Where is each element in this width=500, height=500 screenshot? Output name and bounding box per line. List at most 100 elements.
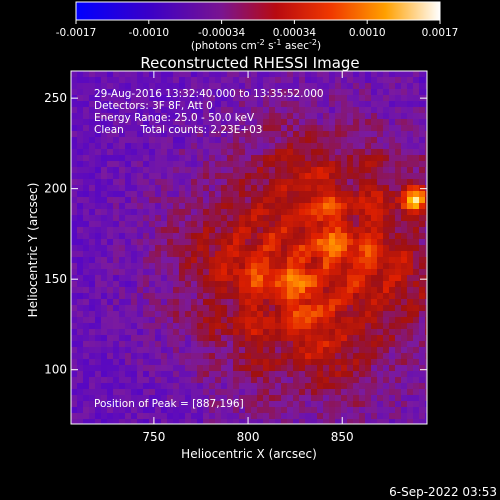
heatmap-cell <box>185 239 192 246</box>
heatmap-cell <box>359 371 366 378</box>
heatmap-cell <box>251 197 258 204</box>
heatmap-cell <box>317 89 324 96</box>
heatmap-cell <box>353 401 360 408</box>
heatmap-cell <box>347 107 354 114</box>
heatmap-cell <box>245 185 252 192</box>
heatmap-cell <box>125 413 132 420</box>
heatmap-cell <box>359 407 366 414</box>
heatmap-cell <box>359 89 366 96</box>
heatmap-cell <box>383 287 390 294</box>
heatmap-cell <box>389 413 396 420</box>
heatmap-cell <box>215 293 222 300</box>
heatmap-cell <box>233 143 240 150</box>
heatmap-cell <box>395 311 402 318</box>
heatmap-cell <box>101 221 108 228</box>
heatmap-cell <box>293 161 300 168</box>
heatmap-cell <box>389 335 396 342</box>
heatmap-cell <box>425 191 427 198</box>
heatmap-cell <box>365 191 372 198</box>
heatmap-cell <box>401 119 408 126</box>
heatmap-cell <box>95 173 102 180</box>
heatmap-cell <box>347 203 354 210</box>
heatmap-cell <box>425 119 427 126</box>
heatmap-cell <box>419 77 426 84</box>
heatmap-cell <box>173 119 180 126</box>
heatmap-cell <box>407 293 414 300</box>
heatmap-cell <box>269 113 276 120</box>
heatmap-cell <box>287 287 294 294</box>
heatmap-cell <box>197 311 204 318</box>
heatmap-cell <box>95 335 102 342</box>
heatmap-cell <box>101 311 108 318</box>
heatmap-cell <box>161 395 168 402</box>
heatmap-cell <box>203 293 210 300</box>
heatmap-cell <box>89 317 96 324</box>
heatmap-cell <box>209 365 216 372</box>
heatmap-cell <box>197 215 204 222</box>
heatmap-cell <box>71 287 78 294</box>
heatmap-cell <box>143 89 150 96</box>
heatmap-cell <box>359 401 366 408</box>
heatmap-cell <box>311 221 318 228</box>
heatmap-cell <box>353 197 360 204</box>
heatmap-cell <box>317 113 324 120</box>
heatmap-cell <box>209 227 216 234</box>
heatmap-cell <box>275 335 282 342</box>
heatmap-cell <box>341 161 348 168</box>
heatmap-cell <box>233 89 240 96</box>
heatmap-cell <box>101 137 108 144</box>
heatmap-cell <box>335 239 342 246</box>
heatmap-cell <box>263 203 270 210</box>
heatmap-cell <box>185 359 192 366</box>
heatmap-cell <box>329 203 336 210</box>
heatmap-cell <box>143 395 150 402</box>
heatmap-cell <box>395 161 402 168</box>
heatmap-cell <box>269 263 276 270</box>
heatmap-cell <box>149 383 156 390</box>
heatmap-cell <box>377 371 384 378</box>
heatmap-cell <box>191 203 198 210</box>
heatmap-cell <box>239 101 246 108</box>
heatmap-cell <box>77 227 84 234</box>
heatmap-cell <box>227 329 234 336</box>
heatmap-cell <box>95 119 102 126</box>
heatmap-cell <box>143 329 150 336</box>
heatmap-cell <box>239 209 246 216</box>
heatmap-cell <box>71 293 78 300</box>
heatmap-cell <box>335 233 342 240</box>
heatmap-cell <box>227 227 234 234</box>
heatmap-cell <box>323 239 330 246</box>
heatmap-cell <box>401 287 408 294</box>
heatmap-cell <box>149 371 156 378</box>
heatmap-cell <box>263 305 270 312</box>
heatmap-cell <box>161 419 168 424</box>
heatmap-cell <box>71 137 78 144</box>
heatmap-cell <box>83 293 90 300</box>
heatmap-cell <box>299 347 306 354</box>
heatmap-cell <box>173 377 180 384</box>
heatmap-cell <box>233 395 240 402</box>
heatmap-cell <box>125 113 132 120</box>
heatmap-cell <box>239 353 246 360</box>
heatmap-cell <box>209 197 216 204</box>
heatmap-cell <box>383 263 390 270</box>
heatmap-cell <box>227 119 234 126</box>
heatmap-cell <box>299 407 306 414</box>
heatmap-cell <box>341 401 348 408</box>
heatmap-cell <box>299 107 306 114</box>
heatmap-cell <box>263 293 270 300</box>
heatmap-cell <box>209 389 216 396</box>
heatmap-cell <box>227 101 234 108</box>
heatmap-cell <box>383 389 390 396</box>
heatmap-cell <box>101 353 108 360</box>
heatmap-cell <box>383 89 390 96</box>
heatmap-cell <box>197 161 204 168</box>
heatmap-cell <box>113 371 120 378</box>
heatmap-cell <box>77 173 84 180</box>
heatmap-cell <box>263 119 270 126</box>
heatmap-cell <box>191 239 198 246</box>
heatmap-cell <box>335 401 342 408</box>
heatmap-cell <box>407 257 414 264</box>
colorbar-unit-label: (photons cm-2 s-1 asec-2) <box>191 38 321 52</box>
heatmap-cell <box>161 413 168 420</box>
